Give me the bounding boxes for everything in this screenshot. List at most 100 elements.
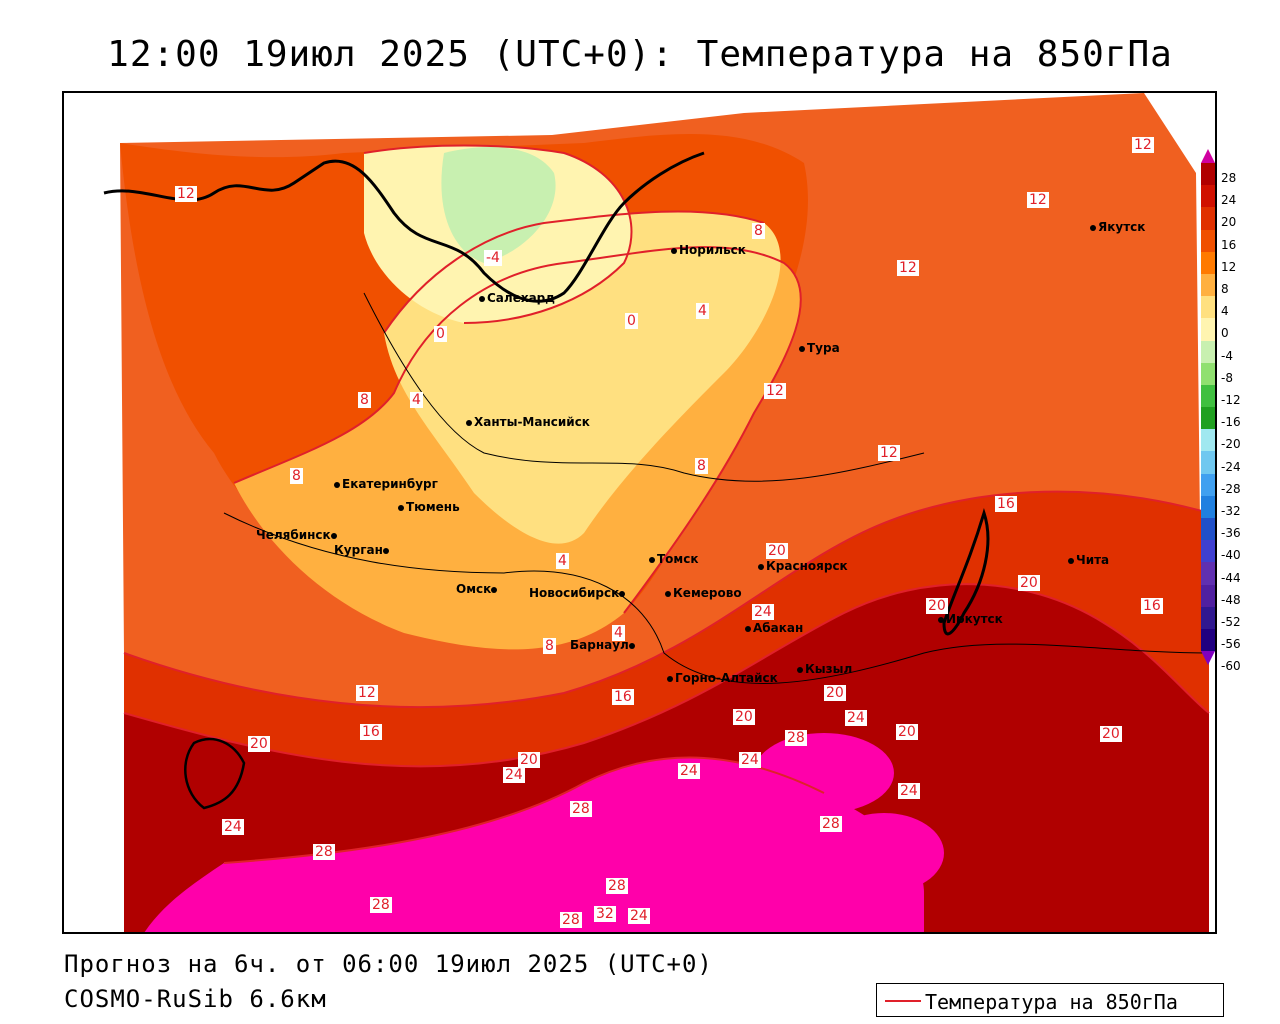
city-marker: Горно-Алтайск <box>667 671 778 685</box>
city-marker: Норильск <box>671 243 746 257</box>
contour-label: 12 <box>1027 192 1049 208</box>
city-marker: Омск <box>456 582 499 596</box>
contour-label: 16 <box>360 724 382 740</box>
hotspot <box>824 813 944 893</box>
colorbar-tick-label: 20 <box>1221 215 1237 230</box>
forecast-text: Прогноз на 6ч. от 06:00 19июл 2025 (UTC+… <box>64 950 713 978</box>
city-marker: Тура <box>799 341 840 355</box>
colorbar-arrow-top-icon <box>1201 149 1215 163</box>
city-dot-icon <box>382 547 389 554</box>
contour-label: 12 <box>897 260 919 276</box>
city-dot-icon <box>745 625 751 632</box>
contour-label: 4 <box>556 553 569 569</box>
contour-label: 20 <box>896 724 918 740</box>
colorbar-tick-label: 28 <box>1221 171 1237 185</box>
colorbar-segment <box>1201 340 1215 363</box>
city-marker: Курган <box>334 543 391 557</box>
colorbar-tick-label: 16 <box>1221 237 1237 252</box>
contour-label: 28 <box>370 897 392 913</box>
contour-label: 20 <box>1100 726 1122 742</box>
city-dot-icon <box>799 345 805 352</box>
city-dot-icon <box>938 616 944 623</box>
contour-line <box>383 210 765 334</box>
contour-label: 28 <box>560 912 582 928</box>
model-text: COSMO-RuSib 6.6км <box>64 985 327 1013</box>
contour-label: 4 <box>696 303 709 319</box>
colorbar-segment <box>1201 296 1215 319</box>
contour-label: 24 <box>222 819 244 835</box>
caspian-outline <box>184 737 246 810</box>
colorbar-segment <box>1201 185 1215 208</box>
contour-label: 12 <box>356 685 378 701</box>
contour-label: 12 <box>878 445 900 461</box>
city-dot-icon <box>334 481 340 488</box>
colorbar-tick-label: -24 <box>1221 459 1241 474</box>
contour-label: 16 <box>1141 598 1163 614</box>
city-dot-icon <box>1068 557 1074 564</box>
colorbar-tick-label: -40 <box>1221 548 1241 563</box>
colorbar-segment <box>1201 318 1215 341</box>
contour-line <box>363 144 633 324</box>
city-dot-icon <box>491 586 498 593</box>
city-marker: Барнаул <box>570 638 637 652</box>
city-dot-icon <box>671 247 677 254</box>
colorbar-segment <box>1201 251 1215 274</box>
colorbar-segment <box>1201 407 1215 430</box>
city-marker: Тюмень <box>398 500 460 514</box>
colorbar-segment <box>1201 606 1215 629</box>
contour-label: 28 <box>606 878 628 894</box>
city-marker: Челябинск <box>256 528 339 542</box>
city-marker: Иркутск <box>938 612 1003 626</box>
contour-label: 20 <box>926 598 948 614</box>
contour-label: 4 <box>410 392 423 408</box>
contour-label: 8 <box>752 223 765 239</box>
colorbar <box>1201 149 1215 666</box>
city-dot-icon <box>667 675 673 682</box>
colorbar-tick-label: -60 <box>1221 659 1241 674</box>
colorbar-tick-label: 24 <box>1221 193 1237 208</box>
colorbar-tick-label: -32 <box>1221 504 1241 518</box>
contour-label: 24 <box>678 763 700 779</box>
city-dot-icon <box>466 419 472 426</box>
contour-label: -4 <box>484 250 502 266</box>
border-line <box>363 292 925 482</box>
contour-label: 12 <box>764 383 786 399</box>
city-dot-icon <box>398 504 404 511</box>
city-marker: Якутск <box>1090 220 1145 234</box>
border-line <box>223 512 1210 684</box>
coastline <box>103 151 705 303</box>
legend: Температура на 850гПа <box>876 983 1224 1017</box>
contour-label: 4 <box>612 625 625 641</box>
contour-label: 24 <box>752 604 774 620</box>
contour-label: 8 <box>695 458 708 474</box>
colorbar-segment <box>1201 163 1215 186</box>
temperature-map <box>62 91 1217 934</box>
city-marker: Чита <box>1068 553 1109 567</box>
colorbar-tick-label: -36 <box>1221 526 1241 541</box>
contour-label: 24 <box>898 783 920 799</box>
colorbar-tick-label: 4 <box>1221 304 1229 319</box>
contour-label: 28 <box>785 730 807 746</box>
colorbar-segment <box>1201 451 1215 474</box>
colorbar-segment <box>1201 562 1215 585</box>
contour-line <box>123 490 1210 709</box>
colorbar-segment <box>1201 495 1215 518</box>
city-dot-icon <box>758 563 764 570</box>
contour-label: 12 <box>1132 137 1154 153</box>
city-marker: Кемерово <box>665 586 742 600</box>
contour-label: 20 <box>1018 575 1040 591</box>
contour-label: 0 <box>434 326 447 342</box>
legend-line-icon <box>885 1000 921 1002</box>
contour-label: 16 <box>995 496 1017 512</box>
colorbar-segment <box>1201 429 1215 452</box>
colorbar-tick-label: -4 <box>1221 348 1233 363</box>
colorbar-tick-label: -20 <box>1221 437 1241 452</box>
contour-label: 24 <box>739 752 761 768</box>
colorbar-segment <box>1201 384 1215 408</box>
colorbar-tick-label: -12 <box>1221 393 1241 407</box>
colorbar-segment <box>1201 584 1215 607</box>
contour-label: 8 <box>543 638 556 654</box>
colorbar-tick-label: -44 <box>1221 570 1241 585</box>
hotspot <box>514 828 694 918</box>
contour-line <box>123 583 1210 768</box>
